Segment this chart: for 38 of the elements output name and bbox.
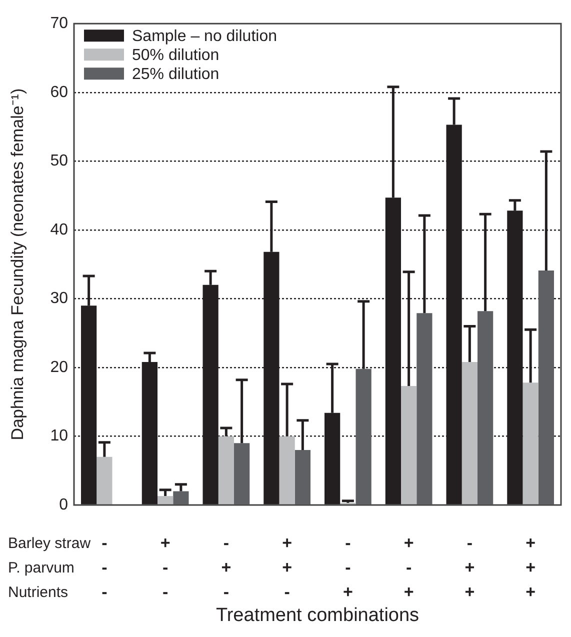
y-tick-label: 70 xyxy=(50,15,68,32)
x-tick-label: - + + xyxy=(464,534,475,602)
legend-label: 25% dilution xyxy=(132,66,220,84)
y-tick-label: 50 xyxy=(50,152,68,170)
legend-label: 50% dilution xyxy=(132,47,220,64)
bar xyxy=(462,362,478,504)
bar xyxy=(158,496,174,504)
y-tick-label: 30 xyxy=(50,290,68,308)
bar xyxy=(416,313,432,504)
bar xyxy=(279,436,295,504)
y-tick-label: 60 xyxy=(50,84,68,101)
x-tick-label: - - - xyxy=(102,534,108,602)
y-tick-label: 10 xyxy=(50,428,68,445)
text: P. parvum xyxy=(8,560,74,577)
bar xyxy=(478,311,494,504)
bar xyxy=(538,270,554,504)
bar xyxy=(218,436,234,504)
bar xyxy=(96,456,112,504)
bar xyxy=(356,368,372,504)
y-tick-label: 20 xyxy=(50,358,68,376)
x-tick-label: + - + xyxy=(404,534,414,602)
bar xyxy=(522,382,538,504)
x-axis-title: Treatment combinations xyxy=(216,604,420,626)
y-axis-title: Daphnia magna Fecundity (neonates female⁻¹) xyxy=(8,88,27,440)
x-tick-label: + - - xyxy=(160,534,170,602)
text: Nutrients xyxy=(8,584,68,602)
y-tick-label: 0 xyxy=(59,496,68,514)
text: Barley straw xyxy=(8,535,91,552)
legend-label: Sample – no dilution xyxy=(132,28,277,46)
x-tick-label: - + - xyxy=(221,534,232,602)
x-tick-label: + + + xyxy=(526,534,536,602)
bar xyxy=(234,443,250,504)
x-tick-label: - - + xyxy=(342,534,353,602)
bar xyxy=(294,450,310,504)
y-tick-label: 40 xyxy=(50,221,68,238)
bar xyxy=(173,491,189,504)
bar xyxy=(401,386,417,504)
x-tick-label: + + - xyxy=(282,534,292,602)
